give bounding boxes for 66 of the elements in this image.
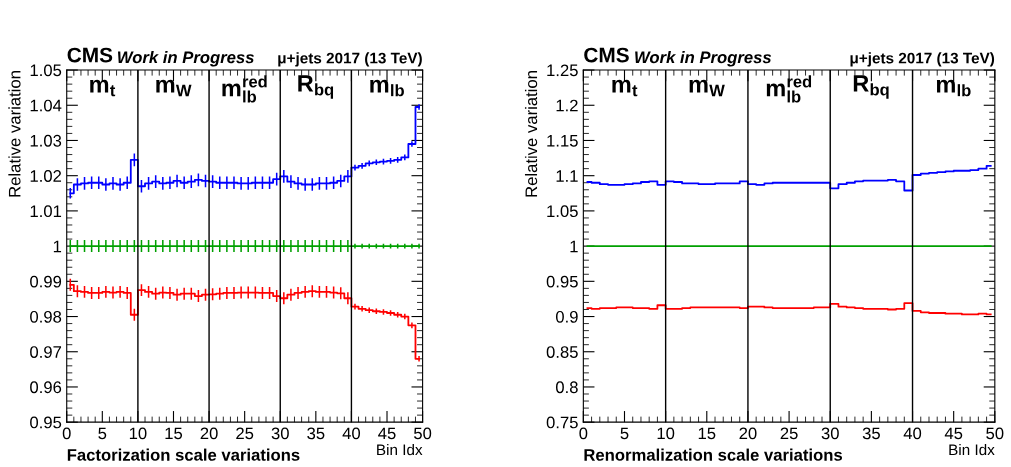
- y-tick-label: 1.05: [30, 64, 62, 77]
- annotation: m$_{t}$: [612, 79, 638, 97]
- annotation: m$^{red}$$_{lb}$: [222, 75, 267, 103]
- text: Renormalization scale variations: [584, 448, 843, 461]
- y-tick-label: 0.97: [30, 346, 62, 358]
- y-tick-label: 0.96: [30, 381, 62, 394]
- y-tick-label: 1: [53, 240, 62, 253]
- chart-title: CMS: [67, 47, 113, 63]
- y-tick-label: 1.1: [556, 170, 578, 182]
- y-tick-label: 1.25: [547, 64, 578, 77]
- x-tick-label: 20: [739, 427, 757, 440]
- y-tick-label: 1.04: [30, 99, 62, 112]
- chart-title: CMS: [584, 47, 629, 63]
- annotation: R$_{bq}$: [298, 75, 334, 99]
- text: μ+jets 2017 (13 TeV): [850, 52, 995, 67]
- y-tick-label: 0.95: [546, 275, 578, 288]
- x-tick-label: 0: [579, 427, 588, 440]
- text: Factorization scale variations: [67, 448, 300, 461]
- x-tick-label: 15: [698, 427, 716, 440]
- x-tick-label: 25: [780, 427, 798, 440]
- x-tick-label: 20: [200, 427, 218, 440]
- y-tick-label: 1.02: [30, 170, 62, 182]
- x-tick-label: 35: [862, 427, 880, 440]
- annotation: m$_{t}$: [90, 79, 116, 97]
- annotation: R$_{bq}$: [853, 75, 889, 99]
- x-tick-label: 45: [378, 427, 396, 440]
- y-tick-label: 1.2: [556, 99, 578, 112]
- x-tick-label: 10: [129, 427, 147, 440]
- x-tick-label: 40: [903, 427, 922, 440]
- y-tick-label: 0.98: [30, 310, 62, 323]
- x-tick-label: 25: [236, 427, 254, 440]
- x-tick-label: 5: [620, 427, 629, 440]
- x-tick-label: 35: [307, 427, 325, 440]
- annotation: m$_{lb}$: [370, 79, 404, 97]
- x-tick-label: 50: [986, 427, 1004, 440]
- annotation: m$_{W}$: [156, 79, 192, 97]
- y-tick-label: 0.75: [546, 416, 578, 429]
- annotation: m$_{W}$: [689, 79, 725, 97]
- x-tick-label: 30: [271, 427, 289, 440]
- chart-subtitle: Work in Progress: [635, 50, 772, 67]
- y-tick-label: 0.8: [555, 381, 578, 394]
- x-tick-label: 15: [165, 427, 183, 440]
- x-tick-label: 40: [342, 427, 361, 440]
- x-tick-label: 50: [414, 427, 432, 440]
- x-axis-title: Bin Idx: [949, 443, 995, 456]
- chart-subtitle: Work in Progress: [118, 50, 254, 67]
- y-tick-label: 0.99: [30, 275, 62, 288]
- y-axis-title: Relative variation: [524, 71, 538, 197]
- x-tick-label: 30: [821, 427, 839, 440]
- y-tick-label: 1.03: [30, 134, 62, 147]
- text: μ+jets 2017 (13 TeV): [278, 52, 422, 67]
- x-axis-title: Bin Idx: [377, 443, 423, 456]
- annotation: m$^{red}$$_{lb}$: [766, 75, 812, 103]
- y-tick-label: 1.05: [547, 205, 578, 218]
- x-tick-label: 10: [657, 427, 675, 440]
- x-tick-label: 45: [944, 427, 963, 440]
- y-tick-label: 1.15: [547, 135, 578, 147]
- x-tick-label: 5: [98, 427, 107, 440]
- y-tick-label: 1: [570, 240, 578, 253]
- y-tick-label: 0.85: [546, 346, 578, 358]
- y-tick-label: 1.01: [30, 205, 62, 218]
- x-tick-label: 0: [62, 427, 71, 440]
- y-tick-label: 0.95: [30, 416, 62, 429]
- y-tick-label: 0.9: [555, 310, 578, 323]
- y-axis-title: Relative variation: [8, 71, 21, 197]
- annotation: m$_{lb}$: [936, 79, 971, 97]
